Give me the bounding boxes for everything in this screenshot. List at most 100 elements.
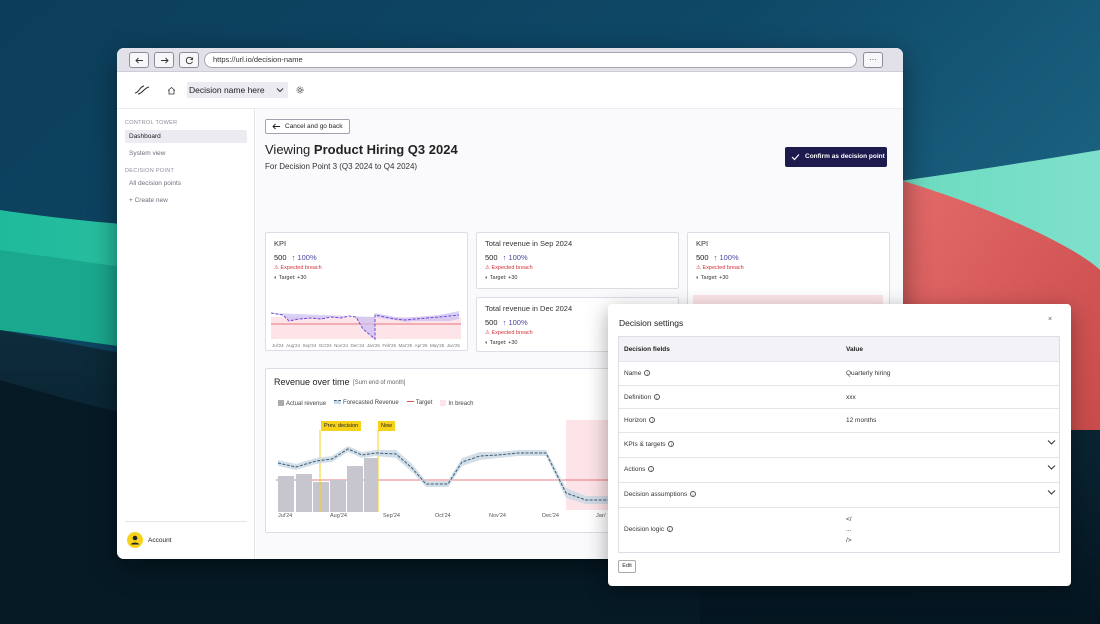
info-icon[interactable]: i: [668, 440, 675, 447]
legend-forecast-label: Forecasted Revenue: [343, 400, 399, 406]
legend-target: Target: [406, 400, 433, 407]
account-label[interactable]: Account: [148, 537, 172, 544]
legend-forecast: Forecasted Revenue: [334, 400, 399, 407]
value-number: 500: [274, 253, 287, 262]
month-label: May'25: [429, 343, 445, 348]
x-label: Oct'24: [435, 513, 451, 519]
now-marker[interactable]: Now: [378, 421, 396, 431]
more-options-button[interactable]: ···: [863, 52, 883, 68]
kpi-sparkline: [271, 311, 461, 341]
card-value: 500 ↑ 100%: [274, 253, 317, 262]
breach-label: Expected breach: [702, 265, 744, 271]
chevron-down-icon[interactable]: [1047, 489, 1056, 496]
confirm-decision-point-button[interactable]: Confirm as decision point: [785, 147, 887, 167]
card-value: 500 ↑ 100%: [696, 253, 739, 262]
sidebar-item-dashboard[interactable]: Dashboard: [125, 130, 247, 143]
field-name: Definition i: [624, 393, 660, 401]
breach-status: ⚠ Expected breach: [485, 265, 533, 271]
table-header: Decision fields Value: [619, 337, 1059, 362]
legend-breach-label: In breach: [448, 401, 474, 407]
x-label: Dec'24: [542, 513, 559, 519]
arrow-left-icon: [134, 57, 143, 63]
info-icon[interactable]: i: [644, 370, 651, 376]
sidebar-item-system-view[interactable]: System view: [129, 150, 166, 157]
table-row: Horizon i 12 months: [619, 409, 1059, 433]
field-name: Decision assumptions i: [624, 490, 697, 498]
code-line: </: [846, 515, 852, 523]
field-value: xxx: [846, 393, 856, 401]
field-name: KPIs & targets i: [624, 440, 675, 448]
close-icon[interactable]: ×: [1048, 316, 1053, 323]
info-icon[interactable]: i: [666, 525, 673, 532]
table-row-logic: Decision logic i </ ... />: [619, 508, 1059, 552]
field-value: Quarterly hiring: [846, 370, 891, 377]
browser-window: https://url.io/decision-name ··· Decisio…: [117, 48, 903, 559]
gear-icon[interactable]: [296, 86, 304, 94]
title-decision: Product Hiring Q3 2024: [313, 142, 458, 157]
target-status: ◐ Target: +30: [274, 275, 307, 281]
breach-status: ⚠ Expected breach: [274, 265, 322, 271]
code-line: ...: [846, 526, 852, 533]
home-icon[interactable]: [167, 86, 176, 95]
change: ↑ 100%: [502, 318, 528, 327]
sidebar: CONTROL TOWER Dashboard System view DECI…: [117, 109, 255, 559]
col-fields-header: Decision fields: [624, 346, 670, 353]
info-icon[interactable]: i: [648, 465, 655, 472]
check-icon: [791, 154, 800, 161]
revenue-sep-card[interactable]: Total revenue in Sep 2024 500 ↑ 100% ⚠ E…: [476, 232, 679, 289]
url-bar[interactable]: https://url.io/decision-name: [204, 52, 857, 68]
chevron-down-icon[interactable]: [1047, 464, 1056, 471]
breach-label: Expected breach: [491, 265, 533, 271]
month-label: Mar'25: [398, 343, 413, 348]
month-label: Sep'24: [302, 343, 317, 348]
forward-arrow-button[interactable]: [154, 52, 174, 68]
sidebar-item-all-decision-points[interactable]: All decision points: [129, 180, 182, 187]
legend-breach: In breach: [440, 400, 473, 407]
refresh-icon: [185, 56, 193, 64]
table-row: Name i Quarterly hiring: [619, 362, 1059, 386]
target-label: Target: +30: [700, 275, 729, 281]
change-percent: 100%: [508, 253, 528, 262]
chevron-down-icon[interactable]: [1047, 439, 1056, 446]
value-number: 500: [696, 253, 709, 262]
legend-target-label: Target: [415, 400, 433, 406]
table-row-expandable[interactable]: KPIs & targets i: [619, 433, 1059, 458]
month-label: Jul'24: [272, 343, 284, 348]
revenue-legend: Actual revenue Forecasted Revenue Target…: [278, 400, 473, 407]
revenue-over-time-card: Revenue over time [Sum end of month] Act…: [265, 368, 625, 533]
card-title: Total revenue in Dec 2024: [485, 304, 573, 313]
breach-label: Expected breach: [491, 330, 533, 336]
avatar[interactable]: [127, 532, 143, 548]
edit-button[interactable]: Edit: [618, 560, 636, 573]
target-label: Target: +30: [278, 275, 307, 281]
table-row-expandable[interactable]: Actions i: [619, 458, 1059, 483]
info-icon[interactable]: i: [649, 417, 656, 423]
revenue-chart: [276, 420, 624, 512]
target-status: ◐ Target: +30: [485, 275, 518, 281]
logic-code: </ ... />: [846, 515, 852, 547]
prev-decision-marker[interactable]: Prev. decision: [321, 421, 362, 431]
table-row-expandable[interactable]: Decision assumptions i: [619, 483, 1059, 508]
x-label: Aug'24: [330, 513, 347, 519]
info-icon[interactable]: i: [653, 393, 660, 400]
cancel-go-back-button[interactable]: Cancel and go back: [265, 119, 350, 134]
legend-actual-label: Actual revenue: [286, 401, 327, 407]
x-label: Jul'24: [278, 513, 293, 519]
app-header: Decision name here: [117, 72, 903, 109]
month-label: Nov'24: [334, 343, 348, 348]
sidebar-divider: [125, 521, 247, 522]
kpi-card[interactable]: KPI 500 ↑ 100% ⚠ Expected breach ◐ Targe…: [265, 232, 468, 351]
field-label: Actions: [624, 465, 646, 473]
page-title: Viewing Product Hiring Q3 2024: [265, 142, 458, 157]
decision-dropdown[interactable]: Decision name here: [187, 82, 288, 98]
field-name: Actions i: [624, 465, 655, 473]
target-label: Target: +30: [489, 340, 518, 346]
refresh-button[interactable]: [179, 52, 199, 68]
value-number: 500: [485, 318, 498, 327]
month-label: Jun'25: [446, 343, 460, 348]
back-arrow-button[interactable]: [129, 52, 149, 68]
x-label: Jan': [596, 513, 606, 519]
sidebar-section-control-tower: CONTROL TOWER: [125, 120, 178, 126]
sidebar-item-create-new[interactable]: + Create new: [129, 197, 168, 204]
info-icon[interactable]: i: [690, 490, 697, 497]
